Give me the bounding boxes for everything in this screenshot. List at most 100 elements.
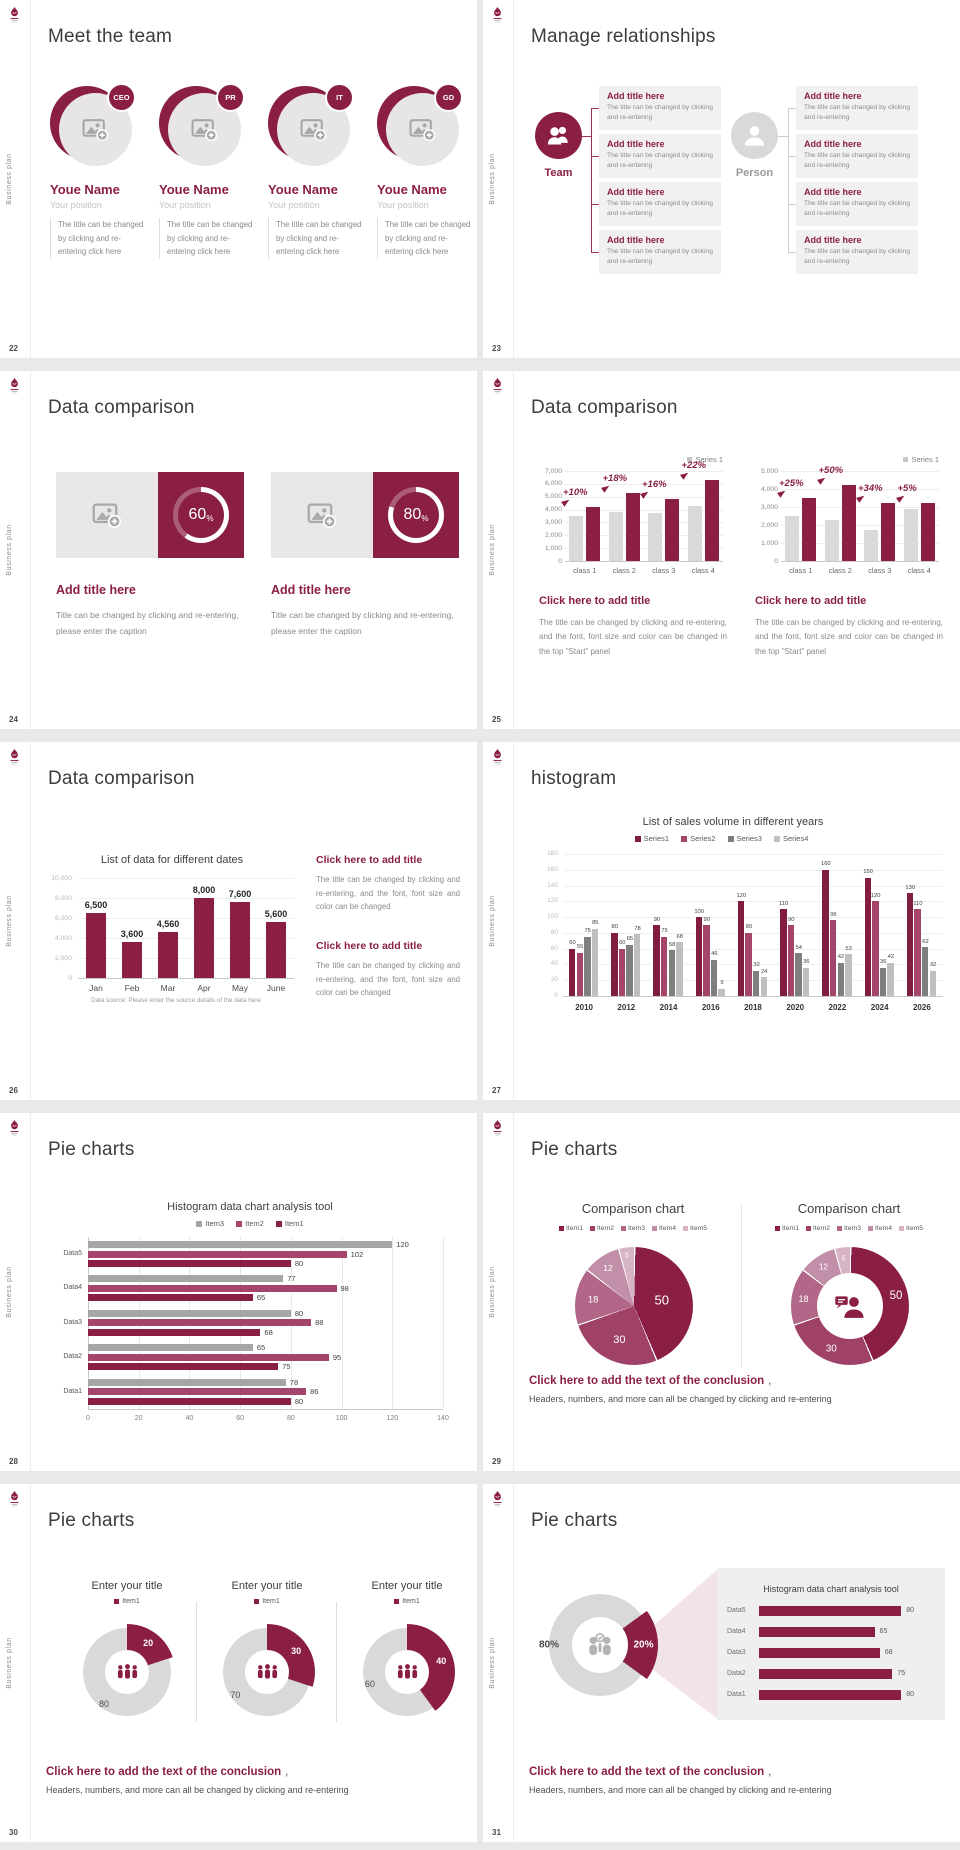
slide-28[interactable]: Business plan Pie charts Histogram data … [0, 1113, 477, 1471]
slide-24[interactable]: Business plan Data comparison 60% Add tit… [0, 371, 477, 729]
legend-marker [868, 1226, 873, 1231]
slide-title: Pie charts [531, 1139, 618, 1160]
gridline [565, 509, 723, 511]
donut-chart[interactable]: 40 60 [359, 1624, 455, 1720]
member-name: Youe Name [377, 182, 447, 197]
dates-bar-chart: List of data for different dates 6,500 3,6… [0, 742, 477, 1100]
bar-value-label: 62 [922, 938, 929, 945]
y-tick-label: 0 [774, 557, 778, 565]
team-circle[interactable] [535, 112, 582, 159]
sidebar-divider [30, 1113, 31, 1471]
data-card[interactable]: 80% [271, 472, 459, 558]
legend-marker [806, 1226, 811, 1231]
title-box[interactable]: Add title here The title can be changed b… [796, 230, 918, 274]
member-avatar: CEO [50, 83, 136, 170]
y-tick-label: 60 [550, 944, 558, 952]
donut-chart[interactable]: 20 80 [79, 1624, 175, 1720]
brand-crest-icon [491, 6, 504, 24]
legend-item: Item5 [683, 1225, 707, 1232]
bar [88, 1388, 307, 1396]
x-tick-label: class 4 [691, 566, 715, 575]
title-box[interactable]: Add title here The title can be changed b… [599, 86, 721, 130]
conclusion-title-text: Click here to add the text of the conclu… [529, 1375, 765, 1387]
bar [879, 967, 887, 996]
brand-crest-icon [8, 1490, 21, 1508]
pie-slice-label: 70 [230, 1689, 241, 1700]
growth-arrow-icon [816, 475, 827, 486]
legend-marker [634, 835, 641, 842]
conclusion-title-text: Click here to add the text of the conclu… [46, 1766, 282, 1778]
x-tick-label: class 3 [652, 566, 676, 575]
team-icon [545, 123, 572, 148]
block-body: The title can be changed by clicking and… [755, 618, 943, 656]
bar [661, 936, 668, 996]
title-box[interactable]: Add title here The title can be changed b… [599, 134, 721, 178]
bar-value-label: 80 [294, 1259, 304, 1268]
legend-item: Series2 [681, 834, 716, 843]
donut-hole [105, 1650, 149, 1694]
brand-crest-icon [8, 748, 21, 766]
brand-crest-icon [491, 1119, 504, 1137]
bar-value-label: 120 [396, 1240, 409, 1249]
role-badge: CEO [107, 83, 136, 112]
card-percent-panel: 80% [373, 472, 459, 558]
slide-23[interactable]: Business plan Manage relationships Team A… [483, 0, 960, 358]
donut-chart[interactable]: 50 30 18 12 5 [791, 1247, 909, 1365]
bar-value-label: 58 [668, 941, 676, 948]
card-caption: Title can be changed by clicking and re-… [56, 610, 239, 637]
title-box[interactable]: Add title here The title can be changed b… [599, 230, 721, 274]
slide-22[interactable]: Business plan Meet the team CEO Youe Name… [0, 0, 477, 358]
slide-title: Data comparison [48, 768, 195, 789]
bar [88, 1328, 261, 1336]
bar [88, 1250, 347, 1258]
y-tick-label: 10,000 [51, 874, 72, 882]
y-tick-label: 140 [547, 881, 558, 889]
pie-slice-label: 18 [587, 1294, 599, 1306]
slide-27[interactable]: Business plan histogram List of sales vo… [483, 742, 960, 1100]
data-card[interactable]: 60% [56, 472, 244, 558]
image-placeholder-icon [191, 117, 218, 142]
sidebar-divider [513, 371, 514, 729]
bar-value-label: 65 [256, 1293, 266, 1303]
gridline [565, 496, 723, 498]
gridline [781, 471, 939, 472]
bar [759, 1606, 902, 1616]
slide-26[interactable]: Business plan Data comparison List of da… [0, 742, 477, 1100]
title-box[interactable]: Add title here The title can be changed b… [796, 134, 918, 178]
brand-crest-icon [8, 377, 21, 395]
person-label: Person [735, 167, 774, 179]
chart-title: Histogram data chart analysis tool [167, 1201, 333, 1213]
donut-chart[interactable]: 30 70 [219, 1624, 315, 1720]
y-category-label: Data4 [727, 1628, 746, 1635]
sidebar-divider [30, 1484, 31, 1842]
bar [88, 1353, 329, 1361]
slide-30[interactable]: Business plan Pie charts Enter your titl… [0, 1484, 477, 1842]
conclusion-comma: , [768, 1766, 772, 1778]
donut-chart[interactable]: 20% 80% [539, 1587, 658, 1703]
x-tick-label: 2022 [828, 1003, 847, 1012]
bar-value-label: 54 [795, 944, 803, 951]
bar-value [841, 485, 856, 561]
slide-29[interactable]: Business plan Pie charts Comparison char… [483, 1113, 960, 1471]
y-tick-label: 120 [547, 897, 558, 905]
chart-legend: Series 1 [539, 455, 723, 464]
donut-with-detail-panel: 20% 80% Histogram data chart analysis tool… [483, 1484, 960, 1842]
bar [703, 925, 710, 996]
bar-value-label: 78 [634, 925, 641, 932]
title-box[interactable]: Add title here The title can be changed b… [796, 182, 918, 226]
legend-item: Item4 [652, 1225, 676, 1232]
title-box[interactable]: Add title here The title can be changed b… [599, 182, 721, 226]
title-box[interactable]: Add title here The title can be changed b… [796, 86, 918, 130]
slide-25[interactable]: Business plan Data comparison Series 1 +1… [483, 371, 960, 729]
slide-31[interactable]: Business plan Pie charts 20% 80% Histogram… [483, 1484, 960, 1842]
legend-label: Item1 [402, 1598, 420, 1605]
bar [822, 869, 829, 996]
bar-value-label: 90 [653, 916, 661, 923]
growth-text: +5% [897, 483, 917, 495]
x-tick-label: Feb [124, 983, 140, 993]
pie-chart[interactable]: 50 30 18 12 5 [575, 1247, 693, 1365]
avatar-photo-placeholder[interactable] [277, 93, 350, 166]
person-circle[interactable] [731, 112, 778, 159]
y-category-label: Data1 [63, 1387, 82, 1395]
bar [618, 948, 626, 996]
